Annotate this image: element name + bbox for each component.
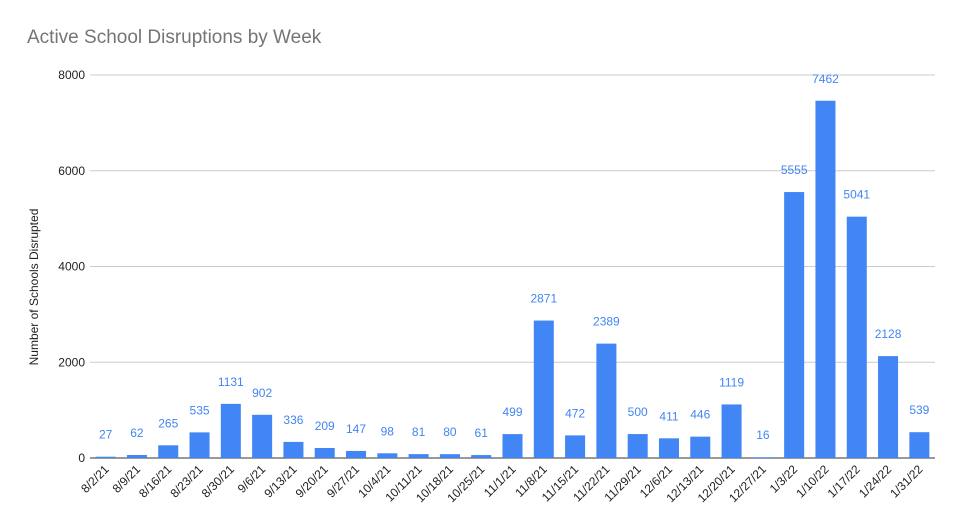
bar [471, 455, 492, 458]
data-label: 500 [628, 405, 648, 419]
data-label: 98 [381, 424, 395, 438]
bars [95, 100, 930, 459]
data-label: 2389 [593, 315, 620, 329]
bar [220, 403, 241, 458]
data-labels: 27 62 265 535 1131 902 336 209 147 98 81 80 61 499 287… [99, 72, 930, 442]
chart-title: Active School Disruptions by Week [27, 27, 322, 48]
x-tick-label: 1/17/22 [825, 462, 863, 500]
bar [346, 450, 367, 458]
bar [283, 441, 304, 458]
data-label: 147 [346, 422, 366, 436]
x-tick-label: 8/2/21 [78, 462, 112, 496]
data-label: 2128 [875, 327, 902, 341]
bar [565, 435, 586, 458]
bar [690, 436, 711, 458]
data-label: 539 [909, 403, 929, 417]
bar [252, 414, 273, 458]
bar [533, 320, 554, 458]
x-tick-label: 9/27/21 [324, 462, 362, 500]
x-tick-label: 11/1/21 [481, 462, 519, 500]
data-label: 5041 [843, 188, 870, 202]
bar [658, 438, 679, 458]
x-tick-label: 8/16/21 [136, 462, 174, 500]
bar [627, 434, 648, 458]
y-tick-label: 0 [78, 451, 85, 465]
data-label: 1119 [719, 375, 744, 389]
bar [752, 457, 773, 458]
data-label: 535 [190, 403, 210, 417]
y-axis-title: Number of Schools Disrupted [27, 209, 41, 366]
data-label: 27 [99, 428, 113, 442]
data-label: 336 [283, 413, 303, 427]
bar [189, 432, 210, 458]
bar [95, 456, 116, 458]
bar [878, 356, 899, 458]
bar [721, 404, 742, 458]
data-label: 61 [475, 426, 489, 440]
bar [408, 454, 429, 458]
data-label: 7462 [812, 72, 839, 86]
x-tick-label: 9/13/21 [261, 462, 299, 500]
data-label: 265 [158, 416, 178, 430]
bar [815, 100, 836, 459]
data-label: 5555 [781, 163, 808, 177]
data-label: 209 [315, 419, 335, 433]
bar [377, 453, 398, 458]
data-label: 411 [659, 409, 678, 423]
data-label: 2871 [530, 292, 557, 306]
x-tick-label: 1/10/22 [793, 462, 831, 500]
bar [314, 447, 335, 458]
bar [158, 445, 179, 458]
data-label: 16 [756, 428, 770, 442]
y-tick-label: 8000 [58, 68, 85, 82]
bar [502, 434, 523, 458]
data-label: 499 [502, 405, 522, 419]
bar [439, 454, 460, 458]
x-tick-label: 1/24/22 [856, 462, 894, 500]
data-label: 902 [252, 386, 272, 400]
y-axis-ticks: 0 2000 4000 6000 8000 [58, 68, 85, 465]
x-axis-ticks: 8/2/218/9/218/16/218/23/218/30/219/6/219… [78, 462, 925, 505]
y-tick-label: 4000 [58, 260, 85, 274]
gridlines [90, 74, 935, 459]
x-tick-label: 8/23/21 [167, 462, 205, 500]
data-label: 62 [130, 426, 144, 440]
data-label: 81 [412, 425, 426, 439]
data-label: 472 [565, 406, 585, 420]
data-label: 80 [443, 425, 457, 439]
x-tick-label: 8/30/21 [199, 462, 237, 500]
data-label: 446 [690, 408, 710, 422]
bar [846, 216, 867, 458]
x-tick-label: 9/20/21 [293, 462, 331, 500]
data-label: 1131 [218, 375, 244, 389]
bar [784, 192, 805, 458]
bar [596, 343, 617, 458]
bar [909, 432, 930, 458]
y-tick-label: 2000 [58, 355, 85, 369]
y-tick-label: 6000 [58, 164, 85, 178]
bar [126, 455, 147, 458]
x-tick-label: 1/31/22 [887, 462, 925, 500]
